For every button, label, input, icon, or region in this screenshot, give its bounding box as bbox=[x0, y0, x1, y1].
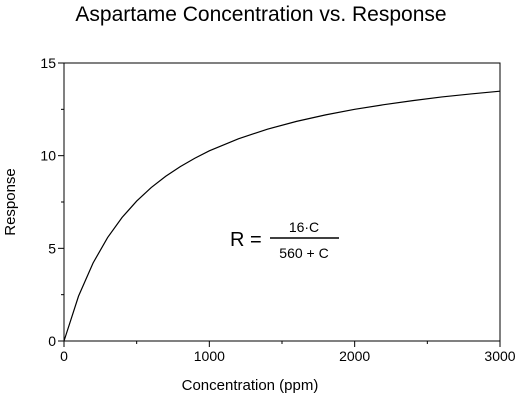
x-tick-label: 2000 bbox=[339, 348, 370, 364]
x-axis-ticks: 0 1000 2000 3000 bbox=[60, 341, 516, 364]
x-axis-label: Concentration (ppm) bbox=[182, 377, 319, 394]
series-line bbox=[63, 90, 501, 342]
chart-title: Aspartame Concentration vs. Response bbox=[75, 3, 446, 26]
y-tick-label: 0 bbox=[48, 333, 56, 349]
y-axis-label: Response bbox=[2, 168, 19, 236]
y-tick-label: 5 bbox=[48, 240, 56, 256]
equation-annotation: R = 16·C 560 + C bbox=[230, 219, 339, 261]
x-tick-label: 0 bbox=[60, 348, 68, 364]
x-tick-label: 3000 bbox=[484, 348, 515, 364]
plot-frame bbox=[63, 62, 501, 342]
y-axis-ticks: 0 5 10 15 bbox=[40, 55, 64, 349]
x-tick-label: 1000 bbox=[194, 348, 225, 364]
equation-lhs: R = bbox=[230, 229, 262, 251]
y-tick-label: 10 bbox=[40, 148, 56, 164]
equation-denominator: 560 + C bbox=[279, 245, 328, 261]
y-tick-label: 15 bbox=[40, 55, 56, 71]
equation-numerator: 16·C bbox=[289, 219, 319, 235]
